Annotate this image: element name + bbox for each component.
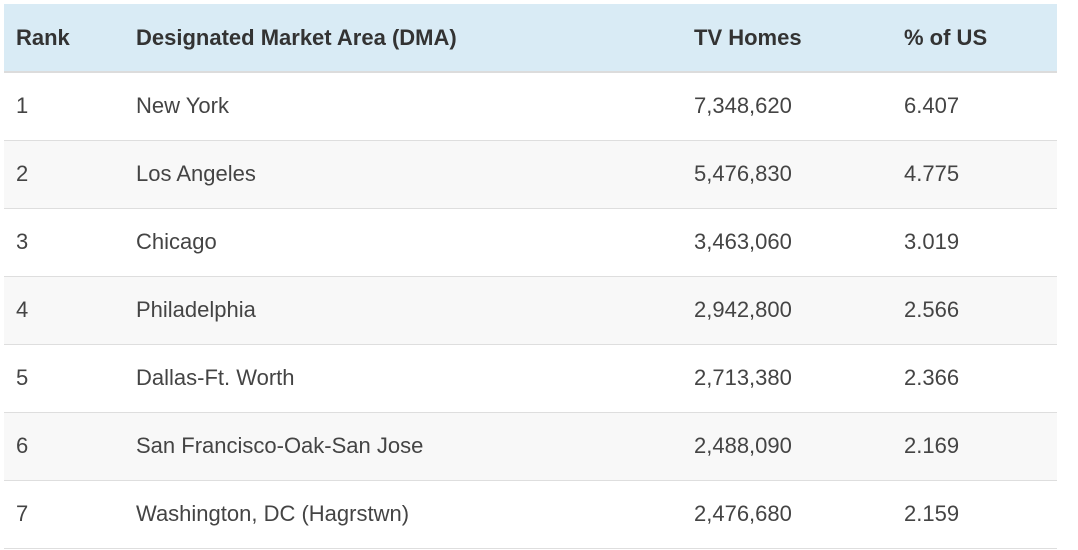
- cell-tv-homes: 3,463,060: [694, 229, 792, 254]
- table-row: 5 Dallas-Ft. Worth 2,713,380 2.366: [4, 344, 1057, 412]
- table-row: 4 Philadelphia 2,942,800 2.566: [4, 276, 1057, 344]
- table-row: 3 Chicago 3,463,060 3.019: [4, 208, 1057, 276]
- header-row: Rank Designated Market Area (DMA) TV Hom…: [4, 4, 1057, 73]
- cell-pct-us: 2.159: [904, 501, 960, 526]
- cell-tv-homes: 5,476,830: [694, 161, 792, 186]
- cell-rank: 2: [16, 161, 29, 186]
- table-body: 1 New York 7,348,620 6.407 2 Los Angeles…: [4, 72, 1057, 548]
- dma-ranking-table: Rank Designated Market Area (DMA) TV Hom…: [4, 4, 1057, 549]
- table-row: 7 Washington, DC (Hagrstwn) 2,476,680 2.…: [4, 480, 1057, 548]
- cell-dma: Philadelphia: [136, 297, 256, 322]
- cell-rank: 1: [16, 93, 29, 119]
- cell-pct-us: 4.775: [904, 161, 960, 186]
- cell-pct-us: 6.407: [904, 93, 960, 119]
- table-row: 1 New York 7,348,620 6.407: [4, 72, 1057, 140]
- cell-dma: Washington, DC (Hagrstwn): [136, 501, 410, 526]
- cell-pct-us: 2.566: [904, 297, 960, 322]
- cell-tv-homes: 2,476,680: [694, 501, 792, 526]
- cell-dma: San Francisco-Oak-San Jose: [136, 433, 424, 458]
- table-row: 2 Los Angeles 5,476,830 4.775: [4, 140, 1057, 208]
- header-pct-us: % of US: [892, 4, 1057, 73]
- cell-tv-homes: 2,942,800: [694, 297, 792, 322]
- cell-rank: 3: [16, 229, 29, 254]
- cell-pct-us: 2.169: [904, 433, 960, 458]
- header-dma: Designated Market Area (DMA): [124, 4, 682, 73]
- cell-pct-us: 2.366: [904, 365, 960, 390]
- cell-dma: New York: [136, 93, 229, 119]
- table-header: Rank Designated Market Area (DMA) TV Hom…: [4, 4, 1057, 73]
- header-rank: Rank: [4, 4, 124, 73]
- cell-rank: 6: [16, 433, 29, 458]
- cell-rank: 7: [16, 501, 29, 526]
- cell-tv-homes: 2,713,380: [694, 365, 792, 390]
- cell-dma: Chicago: [136, 229, 217, 254]
- cell-dma: Dallas-Ft. Worth: [136, 365, 295, 390]
- cell-pct-us: 3.019: [904, 229, 960, 254]
- dma-table-container: Rank Designated Market Area (DMA) TV Hom…: [4, 4, 1057, 549]
- cell-tv-homes: 7,348,620: [694, 93, 792, 119]
- cell-rank: 5: [16, 365, 29, 390]
- cell-rank: 4: [16, 297, 29, 322]
- table-row: 6 San Francisco-Oak-San Jose 2,488,090 2…: [4, 412, 1057, 480]
- cell-tv-homes: 2,488,090: [694, 433, 792, 458]
- header-tv-homes: TV Homes: [682, 4, 892, 73]
- cell-dma: Los Angeles: [136, 161, 256, 186]
